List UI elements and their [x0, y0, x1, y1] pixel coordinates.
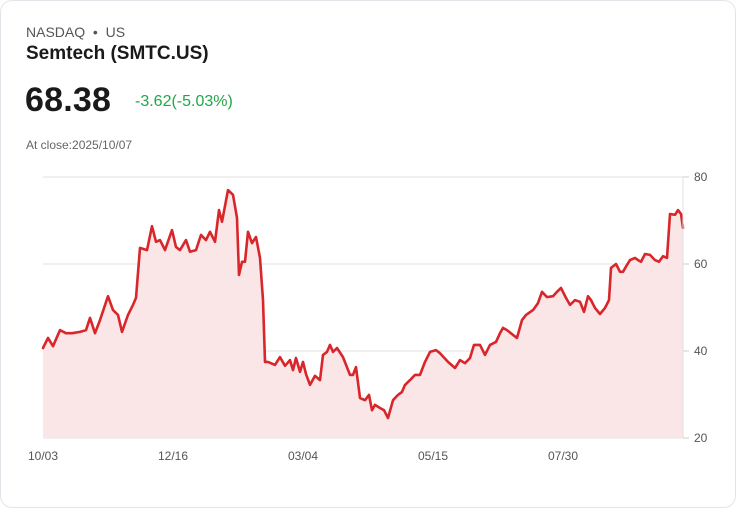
region-label: US	[105, 24, 126, 40]
price-area-fill	[43, 190, 683, 438]
stock-price: 68.38	[25, 81, 112, 119]
price-change: -3.62(-5.03%)	[135, 93, 233, 110]
y-tick-label: 60	[694, 257, 708, 271]
x-axis: 10/03 12/16 03/04 05/15 07/30	[28, 449, 578, 463]
exchange-label: NASDAQ • US	[26, 24, 125, 40]
y-tick-label: 80	[694, 170, 708, 184]
x-tick-label: 10/03	[28, 449, 58, 463]
price-line	[41, 188, 685, 420]
y-tick-label: 20	[694, 431, 708, 445]
x-tick-label: 05/15	[418, 449, 448, 463]
y-tick-label: 40	[694, 344, 708, 358]
separator-dot: •	[92, 24, 98, 40]
stock-name: Semtech (SMTC.US)	[26, 43, 209, 64]
close-timestamp: At close:2025/10/07	[26, 138, 133, 152]
x-tick-label: 07/30	[548, 449, 578, 463]
exchange-name: NASDAQ	[26, 24, 86, 40]
x-tick-label: 12/16	[158, 449, 188, 463]
x-tick-label: 03/04	[288, 449, 318, 463]
y-axis: 20 40 60 80	[682, 170, 708, 445]
